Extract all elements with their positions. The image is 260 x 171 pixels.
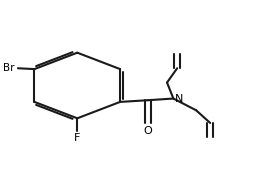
Text: Br: Br: [3, 63, 15, 73]
Text: F: F: [74, 133, 81, 143]
Text: N: N: [175, 94, 183, 104]
Text: O: O: [144, 126, 152, 136]
